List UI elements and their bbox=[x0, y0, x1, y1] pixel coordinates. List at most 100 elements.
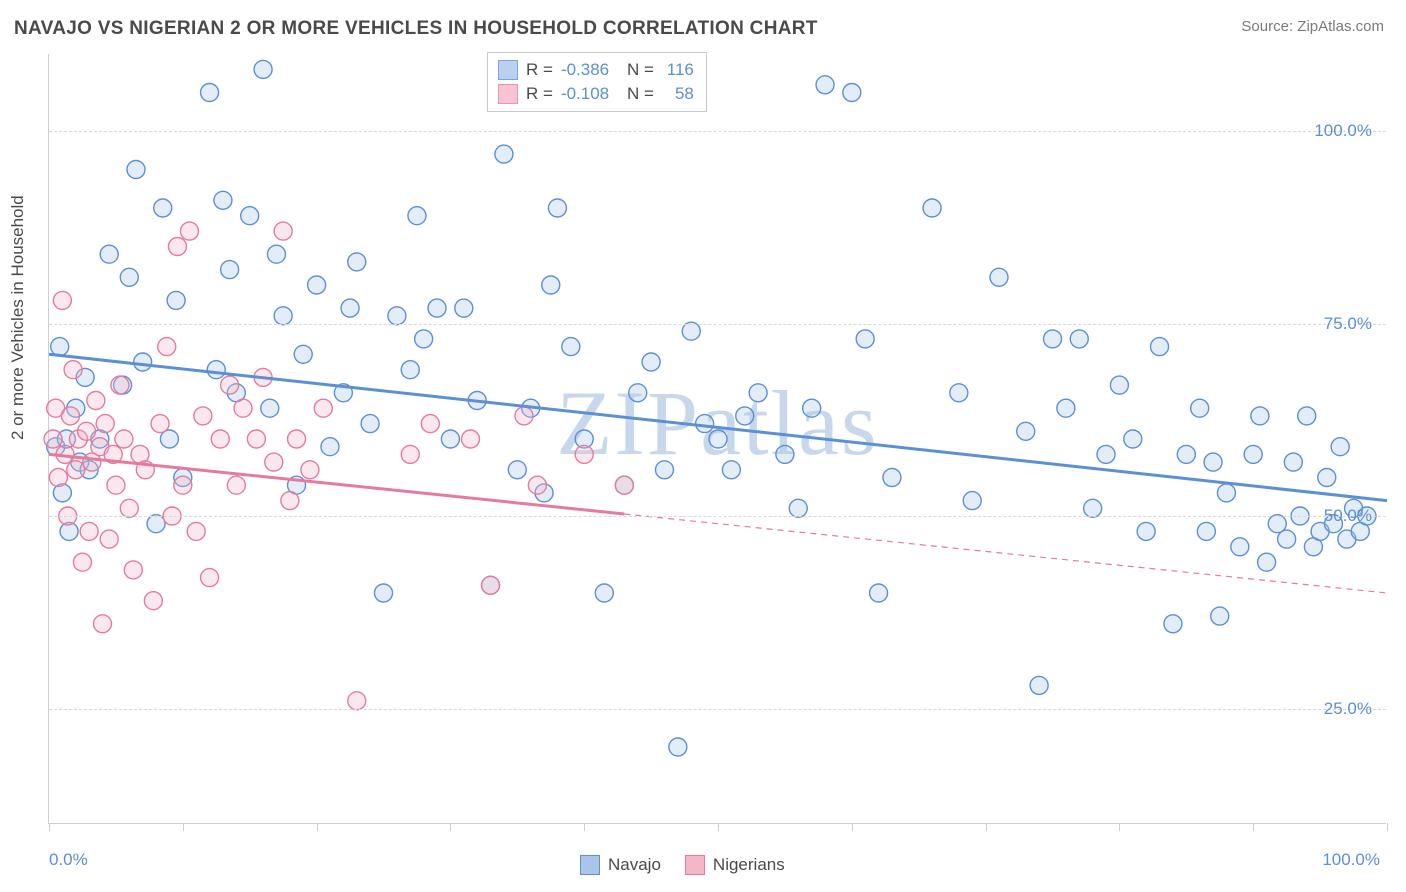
point-nigerians bbox=[515, 407, 533, 425]
point-navajo bbox=[562, 338, 580, 356]
xtick bbox=[450, 823, 451, 831]
point-navajo bbox=[1231, 538, 1249, 556]
point-navajo bbox=[655, 461, 673, 479]
xtick-label-right: 100.0% bbox=[1322, 850, 1380, 870]
point-navajo bbox=[254, 60, 272, 78]
point-nigerians bbox=[44, 430, 62, 448]
point-nigerians bbox=[234, 399, 252, 417]
gridline bbox=[49, 131, 1386, 132]
xtick bbox=[1119, 823, 1120, 831]
point-navajo bbox=[321, 438, 339, 456]
point-nigerians bbox=[73, 553, 91, 571]
point-nigerians bbox=[265, 453, 283, 471]
point-nigerians bbox=[53, 291, 71, 309]
point-navajo bbox=[642, 353, 660, 371]
ytick-label: 50.0% bbox=[1324, 506, 1372, 526]
point-navajo bbox=[1097, 445, 1115, 463]
point-navajo bbox=[542, 276, 560, 294]
point-navajo bbox=[682, 322, 700, 340]
point-nigerians bbox=[201, 569, 219, 587]
point-navajo bbox=[214, 191, 232, 209]
point-nigerians bbox=[158, 338, 176, 356]
point-navajo bbox=[749, 384, 767, 402]
xtick bbox=[49, 823, 50, 831]
point-navajo bbox=[776, 445, 794, 463]
legend-swatch bbox=[685, 855, 705, 875]
point-navajo bbox=[1137, 522, 1155, 540]
legend-N-value: 58 bbox=[662, 84, 694, 104]
point-nigerians bbox=[247, 430, 265, 448]
point-navajo bbox=[428, 299, 446, 317]
point-navajo bbox=[1258, 553, 1276, 571]
point-navajo bbox=[1251, 407, 1269, 425]
point-navajo bbox=[1204, 453, 1222, 471]
legend-swatch bbox=[580, 855, 600, 875]
point-navajo bbox=[629, 384, 647, 402]
gridline bbox=[49, 324, 1386, 325]
legend-R-label: R = bbox=[526, 84, 553, 104]
point-navajo bbox=[722, 461, 740, 479]
point-navajo bbox=[789, 499, 807, 517]
legend-row: R =-0.108N =58 bbox=[498, 82, 694, 106]
point-navajo bbox=[950, 384, 968, 402]
point-navajo bbox=[1197, 522, 1215, 540]
point-nigerians bbox=[421, 415, 439, 433]
legend-item: Navajo bbox=[580, 855, 661, 875]
point-navajo bbox=[595, 584, 613, 602]
point-navajo bbox=[736, 407, 754, 425]
point-navajo bbox=[147, 515, 165, 533]
chart-source: Source: ZipAtlas.com bbox=[1241, 18, 1384, 35]
legend-swatch bbox=[498, 84, 518, 104]
point-navajo bbox=[120, 268, 138, 286]
point-nigerians bbox=[274, 222, 292, 240]
point-nigerians bbox=[67, 461, 85, 479]
point-nigerians bbox=[615, 476, 633, 494]
point-navajo bbox=[1191, 399, 1209, 417]
point-navajo bbox=[261, 399, 279, 417]
xtick bbox=[852, 823, 853, 831]
point-nigerians bbox=[168, 238, 186, 256]
point-nigerians bbox=[80, 522, 98, 540]
point-nigerians bbox=[301, 461, 319, 479]
point-navajo bbox=[455, 299, 473, 317]
point-navajo bbox=[870, 584, 888, 602]
xtick bbox=[986, 823, 987, 831]
point-nigerians bbox=[100, 530, 118, 548]
point-navajo bbox=[441, 430, 459, 448]
point-navajo bbox=[408, 207, 426, 225]
point-navajo bbox=[241, 207, 259, 225]
point-navajo bbox=[341, 299, 359, 317]
point-nigerians bbox=[348, 692, 366, 710]
point-navajo bbox=[388, 307, 406, 325]
point-navajo bbox=[154, 199, 172, 217]
point-navajo bbox=[308, 276, 326, 294]
legend-correlation: R =-0.386N =116R =-0.108N =58 bbox=[487, 52, 707, 112]
point-navajo bbox=[803, 399, 821, 417]
point-navajo bbox=[1298, 407, 1316, 425]
point-navajo bbox=[990, 268, 1008, 286]
point-navajo bbox=[375, 584, 393, 602]
legend-R-value: -0.108 bbox=[561, 84, 619, 104]
point-navajo bbox=[167, 291, 185, 309]
point-navajo bbox=[127, 161, 145, 179]
point-nigerians bbox=[227, 476, 245, 494]
point-navajo bbox=[1110, 376, 1128, 394]
legend-label: Nigerians bbox=[713, 855, 785, 875]
xtick-label-left: 0.0% bbox=[49, 850, 88, 870]
legend-row: R =-0.386N =116 bbox=[498, 58, 694, 82]
point-nigerians bbox=[528, 476, 546, 494]
point-nigerians bbox=[288, 430, 306, 448]
point-nigerians bbox=[180, 222, 198, 240]
point-nigerians bbox=[281, 492, 299, 510]
legend-label: Navajo bbox=[608, 855, 661, 875]
point-navajo bbox=[134, 353, 152, 371]
point-navajo bbox=[274, 307, 292, 325]
plot-area: ZIPatlas R =-0.386N =116R =-0.108N =58 2… bbox=[48, 54, 1386, 824]
point-nigerians bbox=[49, 469, 67, 487]
xtick bbox=[1387, 823, 1388, 831]
ytick-label: 100.0% bbox=[1314, 121, 1372, 141]
xtick bbox=[317, 823, 318, 831]
point-navajo bbox=[1318, 469, 1336, 487]
point-nigerians bbox=[120, 499, 138, 517]
point-nigerians bbox=[77, 422, 95, 440]
